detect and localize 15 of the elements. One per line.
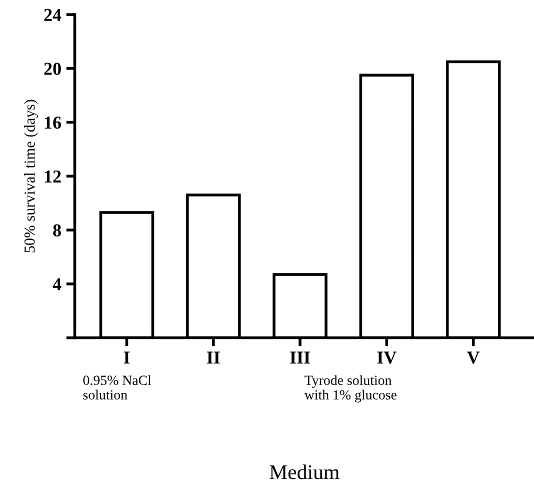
x-axis-title: Medium xyxy=(270,464,340,480)
x-tick-label: II xyxy=(206,352,220,364)
y-axis-title: 50% survival time (days) xyxy=(24,100,38,252)
y-tick-label: 12 xyxy=(44,170,61,182)
y-tick-label: 8 xyxy=(53,224,61,236)
text: 0.95% NaCl solution xyxy=(83,375,152,400)
y-tick-label: 24 xyxy=(44,8,62,21)
y-tick-label: 4 xyxy=(52,278,62,290)
y-tick-label: 20 xyxy=(44,62,61,75)
y-tick-label: 16 xyxy=(44,116,62,129)
x-tick-label: V xyxy=(467,352,480,364)
text: Tyrode solution with 1% glucose xyxy=(304,375,396,402)
x-tick-label: III xyxy=(290,352,310,364)
x-tick-label: IV xyxy=(377,352,397,364)
x-tick-label: I xyxy=(124,352,130,364)
